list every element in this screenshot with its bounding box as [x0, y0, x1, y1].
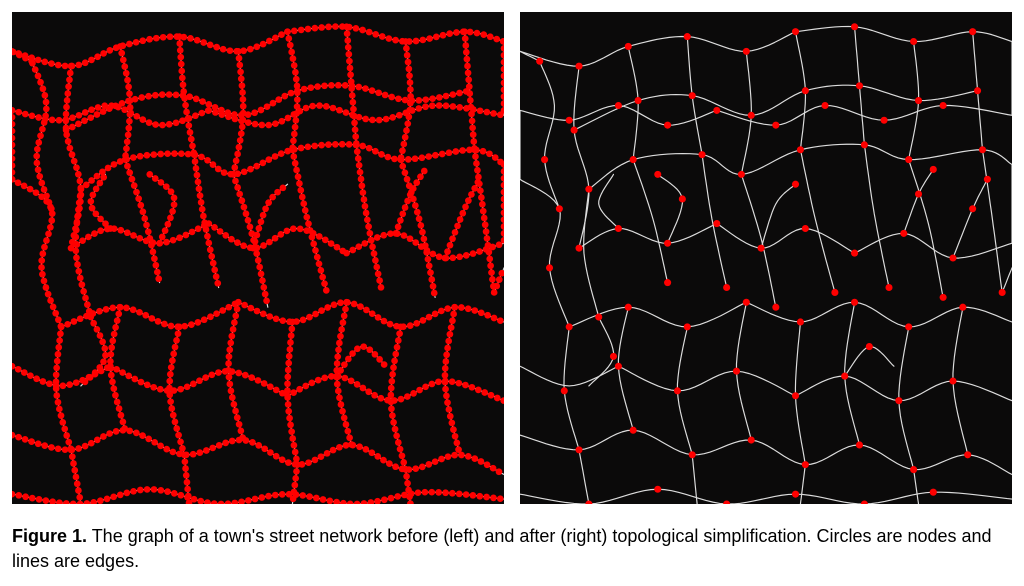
panel-left — [12, 12, 504, 512]
panel-right — [520, 12, 1012, 512]
figure-caption: Figure 1. The graph of a town's street n… — [12, 524, 1012, 574]
network-after-svg — [520, 12, 1012, 504]
network-before-svg — [12, 12, 504, 504]
figure-container: Figure 1. The graph of a town's street n… — [12, 12, 1012, 574]
caption-bold: Figure 1. — [12, 526, 87, 546]
figure-panels — [12, 12, 1012, 512]
caption-text: The graph of a town's street network bef… — [12, 526, 992, 571]
